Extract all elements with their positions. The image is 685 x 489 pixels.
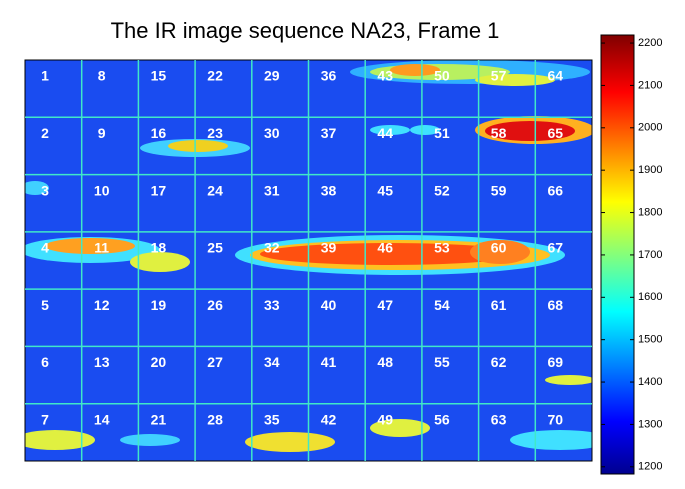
cell-label: 7 <box>41 411 49 427</box>
cell-label: 31 <box>264 182 280 198</box>
cell-label: 1 <box>41 68 49 84</box>
cell-label: 12 <box>94 297 110 313</box>
cell-label: 64 <box>548 68 564 84</box>
cell-label: 24 <box>207 182 223 198</box>
cell-label: 41 <box>321 354 337 370</box>
cell-label: 66 <box>548 182 564 198</box>
cell-label: 55 <box>434 354 450 370</box>
tick-label: 1500 <box>638 334 662 346</box>
cell-label: 46 <box>377 240 393 256</box>
cell-label: 51 <box>434 125 450 141</box>
cell-label: 19 <box>151 297 167 313</box>
cell-label: 60 <box>491 240 507 256</box>
cell-label: 57 <box>491 68 507 84</box>
cell-label: 50 <box>434 68 450 84</box>
chart-title: The IR image sequence NA23, Frame 1 <box>111 18 500 43</box>
cell-label: 37 <box>321 125 337 141</box>
cell-label: 59 <box>491 182 507 198</box>
tick-label: 2200 <box>638 37 662 49</box>
cell-label: 18 <box>151 240 167 256</box>
cell-label: 42 <box>321 411 337 427</box>
cell-label: 43 <box>377 68 393 84</box>
cell-label: 47 <box>377 297 393 313</box>
tick-label: 1600 <box>638 291 662 303</box>
cell-label: 13 <box>94 354 110 370</box>
tick-label: 2000 <box>638 122 662 134</box>
cell-label: 20 <box>151 354 167 370</box>
cell-label: 22 <box>207 68 223 84</box>
cell-label: 16 <box>151 125 167 141</box>
cell-label: 3 <box>41 182 49 198</box>
tick-label: 1900 <box>638 164 662 176</box>
cell-label: 49 <box>377 411 393 427</box>
cell-label: 39 <box>321 240 337 256</box>
cell-label: 27 <box>207 354 223 370</box>
cell-label: 11 <box>94 240 109 256</box>
cell-label: 33 <box>264 297 280 313</box>
ir-image <box>25 60 592 461</box>
cell-label: 8 <box>98 68 106 84</box>
cell-label: 17 <box>151 182 167 198</box>
cell-label: 56 <box>434 411 450 427</box>
cell-label: 21 <box>151 411 167 427</box>
tick-label: 1300 <box>638 418 662 430</box>
cell-label: 52 <box>434 182 450 198</box>
tick-label: 1700 <box>638 249 662 261</box>
cell-label: 38 <box>321 182 337 198</box>
cell-label: 54 <box>434 297 450 313</box>
cell-label: 35 <box>264 411 280 427</box>
cell-label: 34 <box>264 354 280 370</box>
cell-label: 40 <box>321 297 337 313</box>
cell-label: 68 <box>548 297 564 313</box>
cell-label: 15 <box>151 68 167 84</box>
tick-label: 2100 <box>638 79 662 91</box>
cell-label: 63 <box>491 411 507 427</box>
colorbar <box>600 34 635 475</box>
cell-label: 61 <box>491 297 507 313</box>
cell-label: 9 <box>98 125 106 141</box>
cell-label: 45 <box>377 182 393 198</box>
cell-label: 10 <box>94 182 110 198</box>
cell-label: 36 <box>321 68 337 84</box>
cell-label: 70 <box>548 411 564 427</box>
cell-label: 4 <box>41 240 49 256</box>
cell-label: 69 <box>548 354 564 370</box>
tick-label: 1800 <box>638 206 662 218</box>
tick-label: 1200 <box>638 461 662 473</box>
cell-label: 67 <box>548 240 564 256</box>
cell-label: 62 <box>491 354 507 370</box>
cell-label: 6 <box>41 354 49 370</box>
cell-label: 29 <box>264 68 280 84</box>
cell-label: 2 <box>41 125 49 141</box>
cell-label: 44 <box>377 125 393 141</box>
cell-label: 32 <box>264 240 280 256</box>
cell-label: 58 <box>491 125 507 141</box>
cell-label: 65 <box>548 125 564 141</box>
tick-label: 1400 <box>638 376 662 388</box>
cell-label: 23 <box>207 125 223 141</box>
cell-label: 26 <box>207 297 223 313</box>
cell-label: 28 <box>207 411 223 427</box>
cell-label: 5 <box>41 297 49 313</box>
cell-label: 53 <box>434 240 450 256</box>
cell-label: 14 <box>94 411 110 427</box>
cell-label: 25 <box>207 240 223 256</box>
cell-label: 30 <box>264 125 280 141</box>
cell-label: 48 <box>377 354 393 370</box>
